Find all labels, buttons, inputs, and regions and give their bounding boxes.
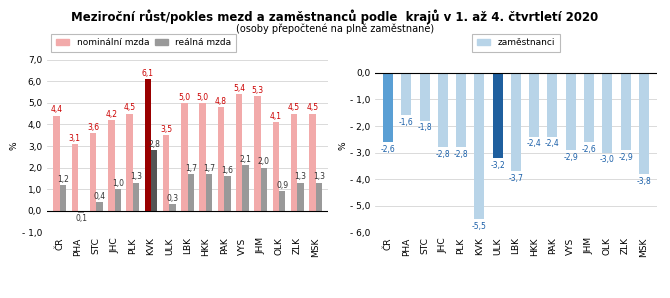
Bar [261,167,267,211]
Bar [309,114,316,211]
Bar [584,73,594,142]
Bar [419,73,429,121]
Bar [188,174,194,211]
Bar [297,183,304,211]
Text: 3,1: 3,1 [69,134,81,142]
Bar [474,73,484,219]
Bar [492,73,502,158]
Text: -3,8: -3,8 [636,177,651,186]
Text: 3,6: 3,6 [87,123,99,132]
Text: 3,5: 3,5 [160,125,172,134]
Text: -2,6: -2,6 [381,145,395,154]
Bar [255,96,261,211]
Bar [90,133,96,211]
Bar [602,73,612,153]
Text: -1,6: -1,6 [399,118,413,127]
Text: -3,2: -3,2 [490,161,505,170]
Bar [224,176,230,211]
Text: 0,3: 0,3 [166,194,179,203]
Bar [60,185,66,211]
Text: 1,0: 1,0 [112,179,124,188]
Bar [108,120,115,211]
Bar [127,114,133,211]
Bar [273,122,279,211]
Bar [145,79,151,211]
Text: 4,4: 4,4 [50,105,62,114]
Text: 0,4: 0,4 [93,192,105,201]
Text: (osoby přepočtené na plně zaměstnané): (osoby přepočtené na plně zaměstnané) [236,24,434,34]
Bar [547,73,557,137]
Text: 2,0: 2,0 [258,157,270,166]
Text: 4,1: 4,1 [270,112,282,121]
Text: 1,3: 1,3 [294,173,306,181]
Text: 5,3: 5,3 [251,86,263,95]
Text: 1,2: 1,2 [57,175,69,184]
Bar [401,73,411,115]
Bar [279,191,285,211]
Bar [383,73,393,142]
Bar [206,174,212,211]
Text: 4,5: 4,5 [306,103,318,112]
Text: 1,7: 1,7 [203,164,215,173]
Text: 4,5: 4,5 [123,103,135,112]
Bar [236,94,243,211]
Bar [438,73,448,147]
Text: 5,4: 5,4 [233,84,245,93]
Bar [456,73,466,147]
Bar [316,183,322,211]
Bar [181,103,188,211]
Text: -2,4: -2,4 [527,139,541,148]
Text: -2,4: -2,4 [545,139,560,148]
Bar [96,202,103,211]
Text: 0,9: 0,9 [276,181,288,190]
Bar [200,103,206,211]
Text: 4,2: 4,2 [105,110,117,119]
Text: 4,5: 4,5 [288,103,300,112]
Text: 1,3: 1,3 [130,173,142,181]
Text: -1,8: -1,8 [417,123,432,132]
Bar [78,211,84,213]
Text: Meziroční růst/pokles mezd a zaměstnanců podle  krajů v 1. až 4. čtvrtletí 2020: Meziroční růst/pokles mezd a zaměstnanců… [72,9,598,24]
Text: 2,1: 2,1 [240,155,251,164]
Text: 2,8: 2,8 [148,140,160,149]
Text: 1,7: 1,7 [185,164,197,173]
Text: 5,0: 5,0 [178,92,190,102]
Text: 5,0: 5,0 [196,92,209,102]
Bar [243,165,249,211]
Legend: nominální mzda, reálná mzda: nominální mzda, reálná mzda [52,34,236,52]
Y-axis label: %: % [10,142,19,150]
Text: 0,1: 0,1 [75,214,87,223]
Bar [511,73,521,171]
Text: 1,3: 1,3 [313,173,325,181]
Bar [115,189,121,211]
Text: -5,5: -5,5 [472,222,487,231]
Bar [133,183,139,211]
Text: 1,6: 1,6 [221,166,233,175]
Bar [639,73,649,174]
Bar [170,204,176,211]
Y-axis label: %: % [338,142,347,150]
Bar [620,73,630,150]
Text: -3,0: -3,0 [600,155,614,164]
Bar [72,144,78,211]
Bar [565,73,576,150]
Bar [291,114,297,211]
Bar [151,150,157,211]
Text: -2,9: -2,9 [563,153,578,162]
Legend: zaměstnanci: zaměstnanci [472,34,559,52]
Bar [218,107,224,211]
Bar [163,135,170,211]
Text: -3,7: -3,7 [509,174,523,183]
Text: 6,1: 6,1 [142,69,154,78]
Text: 4,8: 4,8 [215,97,227,106]
Text: -2,8: -2,8 [436,150,450,159]
Bar [529,73,539,137]
Text: -2,8: -2,8 [454,150,468,159]
Text: -2,6: -2,6 [582,145,596,154]
Text: -2,9: -2,9 [618,153,633,162]
Bar [54,116,60,211]
